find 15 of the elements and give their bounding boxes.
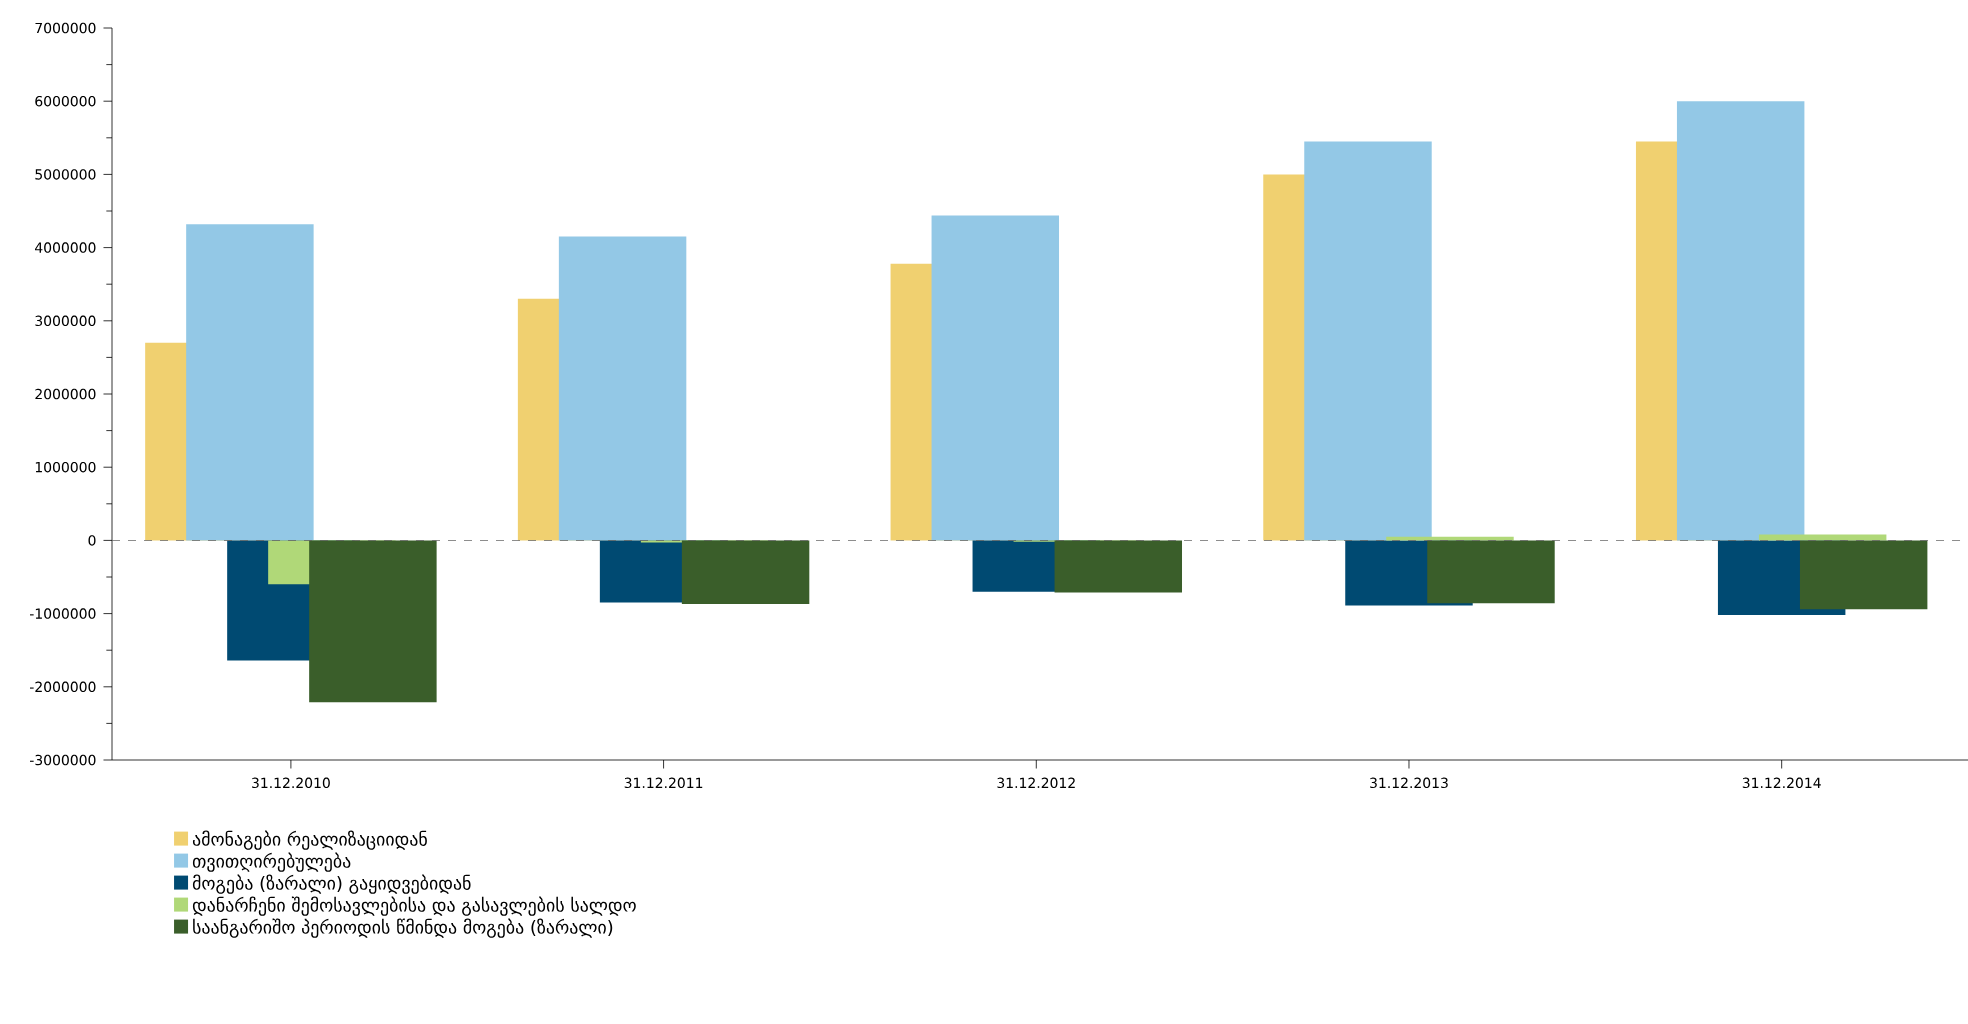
legend-label: მოგება (ზარალი) გაყიდვებიდან bbox=[192, 874, 471, 894]
bar bbox=[309, 540, 437, 703]
bar bbox=[1676, 101, 1805, 541]
legend-label: დანარჩენი შემოსავლებისა და გასავლების სალდო bbox=[192, 896, 636, 916]
bar bbox=[1304, 141, 1432, 541]
bar bbox=[186, 224, 314, 541]
bar bbox=[1799, 540, 1928, 610]
bar bbox=[1054, 540, 1183, 593]
legend-label: საანგარიშო პერიოდის წმინდა მოგება (ზარალი) bbox=[193, 918, 613, 938]
bar bbox=[931, 215, 1060, 541]
legend-label: ამონაგები რეალიზაციიდან bbox=[192, 830, 427, 850]
bar bbox=[681, 540, 810, 605]
bar bbox=[558, 236, 687, 541]
bar bbox=[1427, 540, 1555, 604]
legend-label: თვითღირებულება bbox=[192, 852, 351, 872]
